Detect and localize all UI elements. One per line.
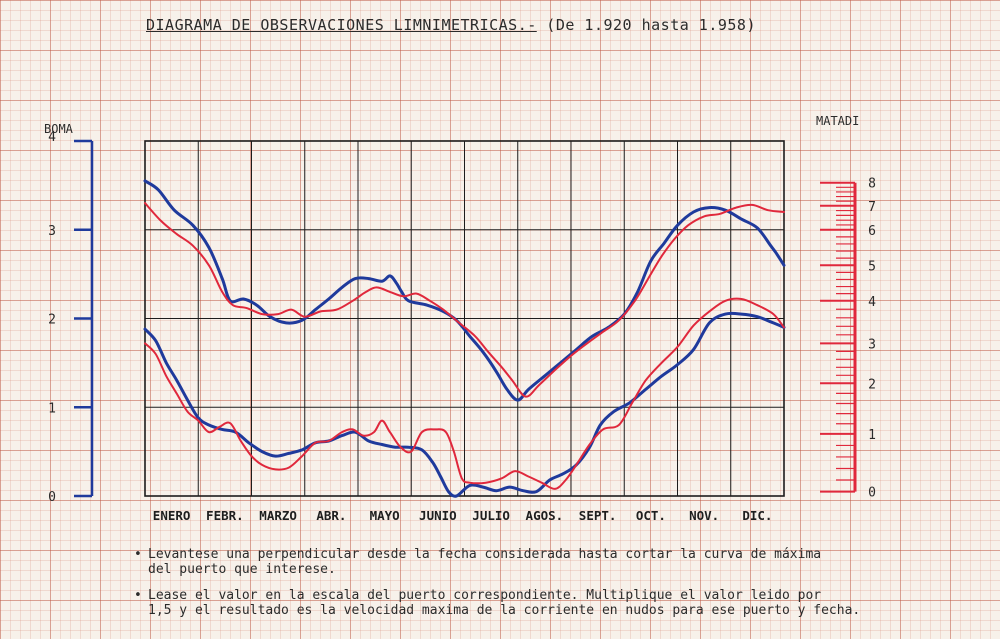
series-line xyxy=(144,202,785,398)
left-axis-tick-label: 2 xyxy=(48,313,56,328)
left-axis-tick-label: 4 xyxy=(48,130,56,145)
note-line: del puerto que interese. xyxy=(148,562,336,577)
right-axis-tick-label: 5 xyxy=(868,259,876,274)
chart-title-main: DIAGRAMA DE OBSERVACIONES LIMNIMETRICAS.… xyxy=(146,16,537,34)
left-axis-name: BOMA xyxy=(44,122,73,136)
left-axis-tick-label: 1 xyxy=(48,401,56,416)
x-tick-label: MARZO xyxy=(259,508,297,523)
right-axis-tick-label: 1 xyxy=(868,428,876,443)
x-tick-label: JULIO xyxy=(472,508,510,523)
x-tick-label: FEBR. xyxy=(206,508,244,523)
x-tick-label: SEPT. xyxy=(579,508,617,523)
x-tick-label: MAYO xyxy=(370,508,400,523)
note-item: Levantese una perpendicular desde la fec… xyxy=(134,547,994,577)
right-axis-name: MATADI xyxy=(816,114,860,128)
notes: Levantese una perpendicular desde la fec… xyxy=(134,547,994,629)
right-axis-tick-label: 0 xyxy=(868,486,876,501)
left-axis: 0 1 2 3 4 xyxy=(48,130,94,505)
right-axis-tick-label: 6 xyxy=(868,224,876,239)
right-axis-tick-label: 4 xyxy=(868,295,876,310)
right-axis-tick-label: 7 xyxy=(868,200,876,215)
right-axis-tick-label: 3 xyxy=(868,337,876,352)
chart-title-sub: (De 1.920 hasta 1.958) xyxy=(546,16,756,34)
left-axis-tick-label: 0 xyxy=(48,490,56,505)
note-line: Lease el valor en la escala del puerto c… xyxy=(148,588,822,603)
note-line: 1,5 y el resultado es la velocidad maxim… xyxy=(148,603,861,618)
series-lines xyxy=(143,179,786,498)
right-axis-tick-label: 8 xyxy=(868,177,876,192)
x-tick-label: JUNIO xyxy=(419,508,457,523)
right-axis-tick-label: 2 xyxy=(868,377,876,392)
x-tick-label: DIC. xyxy=(742,508,772,523)
x-tick-label: AGOS. xyxy=(526,508,564,523)
note-item: Lease el valor en la escala del puerto c… xyxy=(134,588,994,618)
x-tick-label: ABR. xyxy=(316,508,346,523)
chart-title: DIAGRAMA DE OBSERVACIONES LIMNIMETRICAS.… xyxy=(146,16,756,34)
x-tick-label: NOV. xyxy=(689,508,719,523)
left-axis-tick-label: 3 xyxy=(48,224,56,239)
series-line xyxy=(144,297,785,490)
x-tick-label: OCT. xyxy=(636,508,666,523)
x-axis-labels: ENERO FEBR. MARZO ABR. MAYO JUNIO JULIO AGOS. SE… xyxy=(153,508,773,523)
right-axis: 0 1 2 3 4 5 6 7 8 xyxy=(820,177,876,501)
horizontal-gridlines xyxy=(145,229,784,408)
x-tick-label: ENERO xyxy=(153,508,191,523)
note-line: Levantese una perpendicular desde la fec… xyxy=(148,547,822,562)
